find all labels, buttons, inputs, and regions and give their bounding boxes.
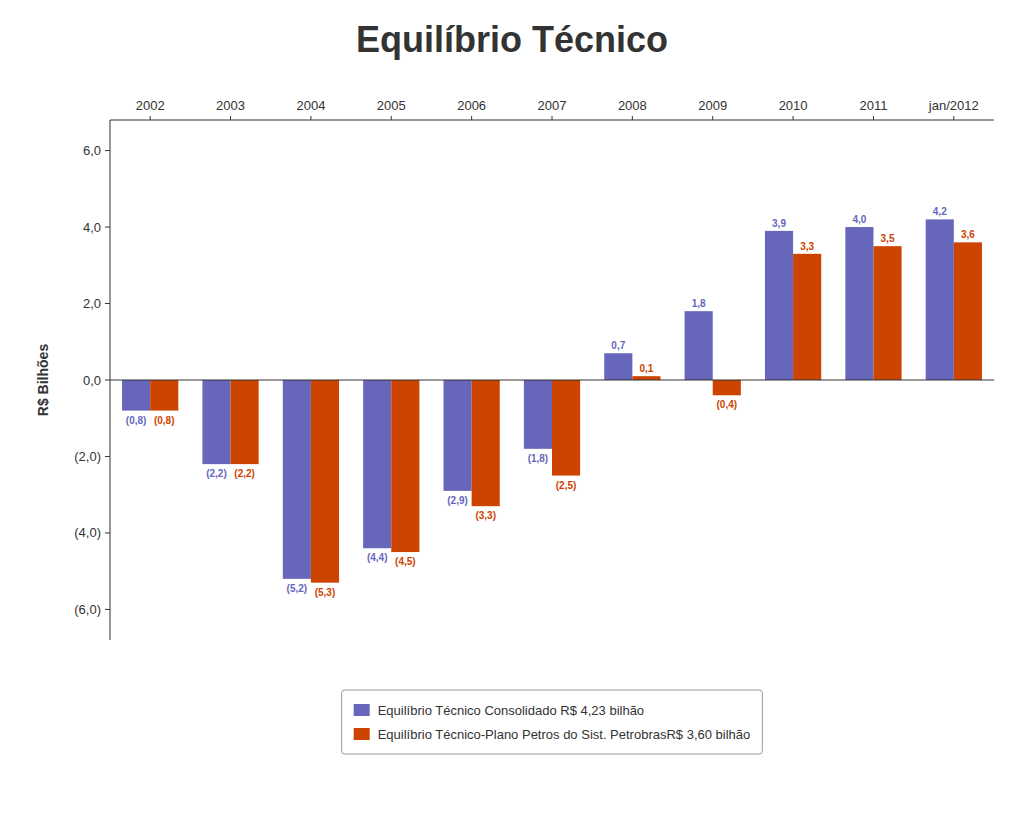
x-tick [632, 116, 633, 120]
legend-swatch [354, 704, 370, 716]
bar [472, 380, 500, 506]
bar [150, 380, 178, 411]
data-labels: (0,8) (2,2) (5,2) (4,4) (2,9) (1,8) 0,7 1,8 3,9 4… [126, 206, 975, 597]
bar [793, 254, 821, 380]
y-tick [105, 380, 110, 381]
data-label: (0,8) [126, 415, 147, 426]
data-label: (2,2) [234, 468, 255, 479]
data-label: (5,3) [315, 587, 336, 598]
bar [524, 380, 552, 449]
data-label: (4,4) [367, 552, 388, 563]
x-tick-label: 2004 [296, 98, 325, 113]
bar [685, 311, 713, 380]
bar [122, 380, 150, 411]
zero-line [110, 379, 994, 380]
x-tick-label: 2003 [216, 98, 245, 113]
legend-label: Equilíbrio Técnico-Plano Petros do Sist.… [378, 727, 751, 742]
y-tick-label: (6,0) [74, 602, 101, 617]
data-label: 3,6 [961, 229, 975, 240]
data-label: 1,8 [692, 298, 706, 309]
x-tick-label: 2010 [779, 98, 808, 113]
x-tick [391, 116, 392, 120]
title: Equilíbrio Técnico [356, 19, 668, 60]
y-tick [105, 456, 110, 457]
x-tick-label: 2007 [538, 98, 567, 113]
y-tick-label: (4,0) [74, 525, 101, 540]
y-tick [105, 303, 110, 304]
x-tick [552, 116, 553, 120]
y-axis-label: R$ Bilhões [35, 344, 51, 417]
legend-item: Equilíbrio Técnico Consolidado R$ 4,23 b… [354, 703, 644, 718]
y-axis: (6,0) (4,0) (2,0) 0,0 2,0 4,0 6,0 [74, 120, 110, 640]
data-label: (1,8) [528, 453, 549, 464]
legend-label: Equilíbrio Técnico Consolidado R$ 4,23 b… [378, 703, 644, 718]
y-tick [105, 227, 110, 228]
y-tick [105, 532, 110, 533]
data-label: 3,5 [881, 233, 895, 244]
legend: Equilíbrio Técnico Consolidado R$ 4,23 b… [342, 690, 763, 754]
data-label: 3,9 [772, 218, 786, 229]
x-tick [793, 116, 794, 120]
x-tick [230, 116, 231, 120]
y-tick-label: 4,0 [83, 220, 101, 235]
bar [604, 353, 632, 380]
bars [122, 219, 982, 582]
x-tick [471, 116, 472, 120]
legend-item: Equilíbrio Técnico-Plano Petros do Sist.… [354, 727, 751, 742]
bar [713, 380, 741, 395]
data-label: (2,2) [206, 468, 227, 479]
data-label: (2,5) [556, 480, 577, 491]
bar [873, 246, 901, 380]
x-tick [150, 116, 151, 120]
x-tick [953, 116, 954, 120]
bar [391, 380, 419, 552]
y-tick [105, 609, 110, 610]
y-tick-label: 6,0 [83, 143, 101, 158]
bar [954, 242, 982, 380]
y-tick-label: 0,0 [83, 373, 101, 388]
x-tick-label: jan/2012 [928, 98, 979, 113]
bar [231, 380, 259, 464]
legend-frame [342, 690, 763, 754]
bar [552, 380, 580, 476]
legend-swatch [354, 728, 370, 740]
x-tick-label: 2006 [457, 98, 486, 113]
data-label: 3,3 [800, 241, 814, 252]
data-label: 4,2 [933, 206, 947, 217]
chart: Equilíbrio Técnico (6,0) (4,0) (2,0) 0,0 2,0 4… [0, 0, 1024, 839]
bar [311, 380, 339, 583]
x-axis: 2002 2003 2004 2005 2006 2007 2008 2009 2010 2011… [110, 98, 994, 120]
y-tick [105, 150, 110, 151]
bar [926, 219, 954, 380]
x-tick [873, 116, 874, 120]
data-label: (2,9) [447, 495, 468, 506]
bar [202, 380, 230, 464]
x-tick-label: 2009 [698, 98, 727, 113]
x-tick-label: 2002 [136, 98, 165, 113]
x-tick-label: 2011 [859, 98, 887, 113]
y-tick-label: (2,0) [74, 449, 101, 464]
bar [845, 227, 873, 380]
x-tick [310, 116, 311, 120]
data-label: 0,7 [611, 340, 625, 351]
bar [765, 231, 793, 380]
bar [444, 380, 472, 491]
data-label: (5,2) [287, 583, 308, 594]
data-label: (0,8) [154, 415, 175, 426]
x-tick [712, 116, 713, 120]
data-label: (3,3) [475, 510, 496, 521]
y-tick-label: 2,0 [83, 296, 101, 311]
data-label: (0,4) [717, 399, 738, 410]
x-tick-label: 2008 [618, 98, 647, 113]
bar [283, 380, 311, 579]
data-label: 4,0 [852, 214, 866, 225]
data-label: 0,1 [639, 363, 653, 374]
x-tick-label: 2005 [377, 98, 406, 113]
data-label: (4,5) [395, 556, 416, 567]
bar [363, 380, 391, 548]
